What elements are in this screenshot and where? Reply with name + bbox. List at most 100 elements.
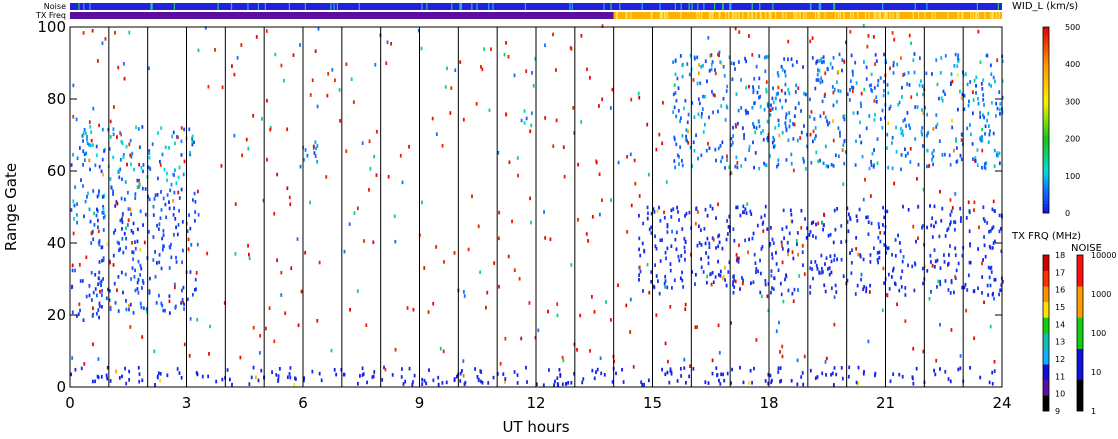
data-point <box>772 135 775 140</box>
data-point <box>154 383 156 387</box>
data-point <box>721 155 724 160</box>
data-point <box>886 83 889 87</box>
data-point <box>674 59 677 63</box>
data-point <box>168 294 171 298</box>
data-point <box>131 250 134 254</box>
data-point <box>968 210 971 215</box>
data-point <box>878 250 881 255</box>
strip-tick <box>796 12 798 19</box>
data-point <box>842 182 845 186</box>
data-point <box>118 169 121 174</box>
data-point <box>820 57 823 61</box>
data-point <box>124 366 126 371</box>
data-point <box>728 260 731 265</box>
data-point <box>139 273 142 277</box>
width-colorbar-cell <box>1043 36 1049 40</box>
data-point <box>846 220 849 224</box>
data-point <box>820 270 823 275</box>
data-point <box>741 281 744 286</box>
data-point <box>523 121 526 125</box>
data-point <box>951 206 954 210</box>
data-point <box>197 48 200 53</box>
data-point <box>128 378 131 382</box>
data-point <box>781 68 784 72</box>
data-point <box>862 23 865 28</box>
data-point <box>811 267 814 271</box>
data-point <box>865 286 868 291</box>
data-point <box>555 68 557 72</box>
noise-colorbar-tick: 1 <box>1091 407 1096 416</box>
width-colorbar-tick: 0 <box>1065 209 1070 218</box>
data-point <box>790 57 793 61</box>
data-point <box>920 130 923 134</box>
data-point <box>144 187 147 191</box>
data-point <box>304 250 307 255</box>
data-point <box>137 127 140 131</box>
data-point <box>471 194 473 199</box>
data-point <box>122 62 125 66</box>
x-tick-label: 3 <box>182 394 192 412</box>
data-point <box>449 111 452 115</box>
data-point <box>704 380 707 384</box>
data-point <box>136 185 139 189</box>
data-point <box>172 232 175 237</box>
data-point <box>532 83 535 88</box>
data-point <box>795 239 798 243</box>
strip-tick <box>957 12 959 19</box>
data-point <box>100 375 103 379</box>
data-point <box>138 162 141 167</box>
data-point <box>700 111 703 116</box>
data-point <box>664 341 667 346</box>
data-point <box>786 240 789 245</box>
data-point <box>750 212 753 216</box>
data-point <box>125 144 128 149</box>
data-point <box>128 307 130 312</box>
data-point <box>194 277 197 282</box>
data-point <box>755 267 758 271</box>
data-point <box>783 236 786 240</box>
data-point <box>250 375 253 380</box>
data-point <box>590 294 593 299</box>
data-point <box>704 207 707 212</box>
data-point <box>718 50 721 55</box>
data-point <box>916 92 918 97</box>
data-point <box>105 373 108 378</box>
data-point <box>904 319 907 323</box>
data-point <box>163 167 166 172</box>
data-point <box>949 291 952 295</box>
data-point <box>481 380 484 385</box>
data-point <box>617 160 620 165</box>
data-point <box>907 263 909 268</box>
width-colorbar-cell <box>1043 120 1049 124</box>
data-point <box>698 241 701 245</box>
data-point <box>898 241 901 245</box>
data-point <box>887 121 890 126</box>
data-point <box>958 58 961 63</box>
data-point <box>148 197 151 202</box>
data-point <box>996 106 999 111</box>
data-point <box>113 231 115 235</box>
width-colorbar-cell <box>1043 85 1049 90</box>
data-point <box>791 250 794 254</box>
data-point <box>797 86 800 91</box>
data-point <box>699 81 702 86</box>
data-point <box>658 205 660 210</box>
data-point <box>988 244 991 249</box>
data-point <box>133 167 135 172</box>
data-point <box>136 287 139 291</box>
data-point <box>334 78 336 83</box>
data-point <box>998 161 1001 166</box>
data-point <box>975 84 977 88</box>
data-point <box>372 240 375 245</box>
data-point <box>992 131 995 136</box>
data-point <box>665 256 667 261</box>
data-point <box>112 132 115 137</box>
strip-tick <box>78 3 80 10</box>
data-point <box>683 106 685 111</box>
data-point <box>918 83 921 88</box>
data-point <box>173 190 176 195</box>
data-point <box>705 251 707 255</box>
data-point <box>363 239 365 243</box>
data-point <box>180 153 183 157</box>
data-point <box>90 241 93 245</box>
